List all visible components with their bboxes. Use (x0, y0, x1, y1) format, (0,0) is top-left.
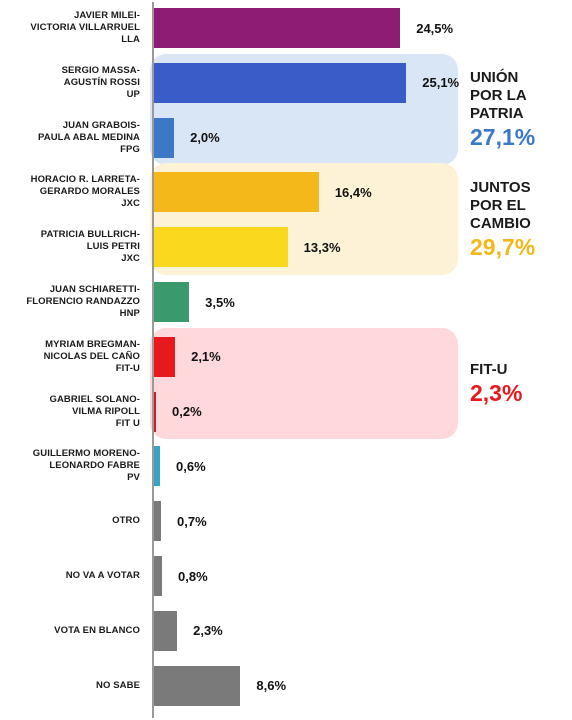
value-label: 2,3% (193, 623, 223, 639)
group-label: JUNTOS POR EL CAMBIO 29,7% (470, 179, 570, 260)
bar-label: JUAN SCHIARETTI- FLORENCIO RANDAZZO HNP (26, 284, 140, 319)
y-axis-line (152, 2, 154, 718)
value-label: 0,7% (177, 513, 207, 529)
value-label: 2,0% (190, 130, 220, 146)
bar-row: NO SABE 8,6% (0, 661, 572, 711)
bar-row: GUILLERMO MORENO- LEONARDO FABRE PV 0,6% (0, 441, 572, 491)
group-total: 29,7% (470, 233, 536, 260)
bar-row: VOTA EN BLANCO 2,3% (0, 606, 572, 656)
group-label: UNIÓN POR LA PATRIA 27,1% (470, 69, 570, 150)
bar-label-box: GABRIEL SOLANO- VILMA RIPOLL FIT U (0, 387, 140, 437)
bar (154, 8, 401, 48)
bar (154, 117, 175, 158)
value-label: 16,4% (334, 184, 372, 200)
bar (154, 172, 319, 213)
bar-label-box: JAVIER MILEI- VICTORIA VILLARRUEL LLA (0, 3, 140, 53)
bar-label-box: OTRO (0, 496, 140, 546)
value-label: 0,8% (178, 568, 208, 584)
bar-label-box: SERGIO MASSA- AGUSTÍN ROSSI UP (0, 58, 140, 108)
bar-row: JUAN SCHIARETTI- FLORENCIO RANDAZZO HNP 3… (0, 277, 572, 327)
bar-row: NO VA A VOTAR 0,8% (0, 551, 572, 601)
group-total: 2,3% (470, 380, 523, 407)
bar-row: JAVIER MILEI- VICTORIA VILLARRUEL LLA 24,… (0, 3, 572, 53)
bar-row: OTRO 0,7% (0, 496, 572, 546)
bar (154, 227, 288, 268)
bar-label: HORACIO R. LARRETA- GERARDO MORALES JXC (30, 174, 140, 210)
group-box (150, 327, 458, 440)
bar-label: NO VA A VOTAR (65, 570, 140, 581)
bar-row: MYRIAM BREGMAN- NICOLAS DEL CAÑO FIT-U 2,… (0, 332, 572, 382)
bar-label-box: MYRIAM BREGMAN- NICOLAS DEL CAÑO FIT-U (0, 332, 140, 382)
bar-row: JUAN GRABOIS- PAULA ABAL MEDINA FPG 2,0% (0, 113, 572, 163)
bar-label-box: NO SABE (0, 661, 140, 711)
bar-row: GABRIEL SOLANO- VILMA RIPOLL FIT U 0,2% (0, 387, 572, 437)
bar-label-box: PATRICIA BULLRICH- LUIS PETRI JXC (0, 222, 140, 272)
bar-label-box: GUILLERMO MORENO- LEONARDO FABRE PV (0, 441, 140, 491)
bar-label-box: JUAN GRABOIS- PAULA ABAL MEDINA FPG (0, 113, 140, 163)
bar-row: PATRICIA BULLRICH- LUIS PETRI JXC 13,3% (0, 222, 572, 272)
value-label: 13,3% (303, 239, 341, 255)
value-label: 0,6% (176, 458, 206, 474)
group-name: FIT-U (470, 361, 508, 379)
bar (154, 391, 156, 432)
bar-label-box: VOTA EN BLANCO (0, 606, 140, 656)
bar-row: HORACIO R. LARRETA- GERARDO MORALES JXC 1… (0, 167, 572, 217)
bar-label: NO SABE (96, 679, 140, 691)
bar-label: PATRICIA BULLRICH- LUIS PETRI JXC (40, 229, 140, 265)
value-label: 0,2% (172, 404, 202, 420)
value-label: 3,5% (205, 294, 235, 310)
group-label: FIT-U 2,3% (470, 361, 570, 406)
group-name: JUNTOS POR EL CAMBIO (470, 178, 531, 232)
bar (154, 336, 176, 377)
bar-label: OTRO (112, 515, 140, 527)
value-label: 24,5% (416, 20, 454, 36)
bar-label-box: HORACIO R. LARRETA- GERARDO MORALES JXC (0, 167, 140, 217)
group-name: UNIÓN POR LA PATRIA (470, 69, 527, 123)
bar (154, 665, 241, 706)
bar-label: JAVIER MILEI- VICTORIA VILLARRUEL LLA (30, 10, 140, 45)
bar-label: GABRIEL SOLANO- VILMA RIPOLL FIT U (49, 393, 140, 429)
value-label: 8,6% (256, 678, 287, 694)
bar (154, 610, 178, 651)
bar (154, 501, 162, 542)
bar (154, 446, 161, 487)
bar-label: MYRIAM BREGMAN- NICOLAS DEL CAÑO FIT-U (43, 338, 140, 374)
group-total: 27,1% (470, 124, 536, 151)
value-label: 2,1% (191, 349, 221, 365)
bar-label-box: NO VA A VOTAR (0, 551, 140, 601)
bar-label: VOTA EN BLANCO (54, 624, 140, 636)
bar-label: JUAN GRABOIS- PAULA ABAL MEDINA FPG (38, 119, 140, 155)
bar-label-box: JUAN SCHIARETTI- FLORENCIO RANDAZZO HNP (0, 277, 140, 327)
bar (154, 556, 163, 596)
bar-label: GUILLERMO MORENO- LEONARDO FABRE PV (32, 448, 140, 484)
bar-row: SERGIO MASSA- AGUSTÍN ROSSI UP 25,1% (0, 58, 572, 108)
bar (154, 62, 407, 103)
bar-label: SERGIO MASSA- AGUSTÍN ROSSI UP (61, 64, 140, 100)
value-label: 25,1% (422, 75, 460, 91)
bar (154, 282, 190, 322)
